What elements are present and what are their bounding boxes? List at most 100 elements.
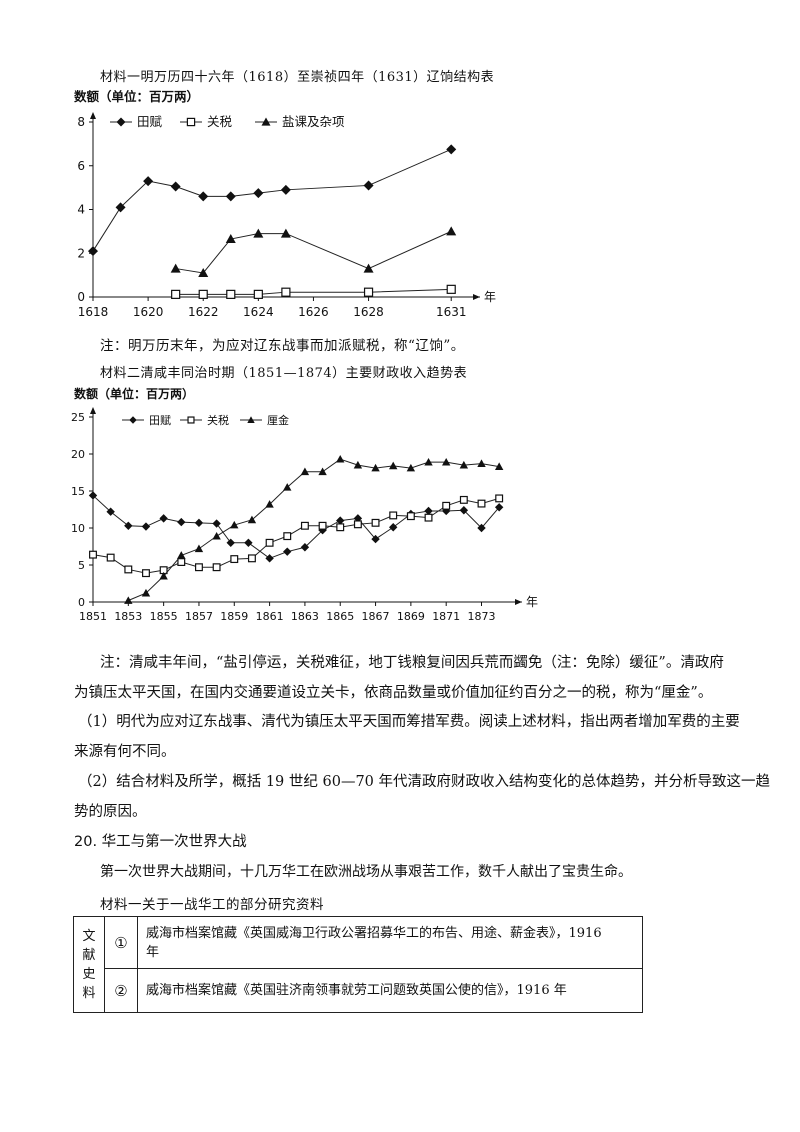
diamond-marker (363, 180, 374, 191)
triangle-marker (446, 226, 457, 236)
diamond-marker (129, 416, 137, 424)
x-tick-label: 1873 (468, 610, 496, 620)
triangle-marker (124, 596, 133, 604)
legend-label: 关税 (207, 413, 229, 427)
square-marker (353, 520, 362, 529)
square-marker (459, 495, 468, 504)
square-marker (186, 117, 196, 127)
source-text-line: 威海市档案馆藏《英国驻济南领事就劳工问题致英国公使的信》，1916 年 (146, 983, 567, 998)
triangle-marker (459, 460, 469, 469)
x-tick-label: 1620 (133, 305, 164, 319)
triangle-marker (363, 263, 374, 273)
category-char: 料 (82, 985, 96, 1001)
diamond-marker (88, 491, 98, 500)
diamond-marker (225, 191, 236, 202)
chart2-caption: 材料二清咸丰同治时期（1851—1874）主要财政收入趋势表 (100, 366, 468, 381)
x-tick-label: 1851 (79, 610, 107, 620)
diamond-marker (159, 514, 168, 523)
triangle-marker (247, 515, 257, 524)
triangle-marker (159, 571, 168, 580)
category-char: 文 (82, 928, 96, 944)
diamond-marker (265, 554, 274, 563)
square-marker (318, 521, 327, 530)
series-line (175, 230, 452, 274)
triangle-marker (170, 263, 181, 273)
legend-label: 田赋 (149, 414, 171, 427)
section-intro: 第一次世界大战期间，十几万华工在欧洲战场从事艰苦工作，数千人献出了宝贵生命。 (100, 864, 632, 880)
triangle-marker (389, 461, 398, 470)
triangle-marker (477, 459, 486, 467)
triangle-marker (441, 457, 451, 466)
chart1-note: 注：明万历末年，为应对辽东战事而加派赋税，称“辽饷”。 (100, 338, 465, 354)
square-marker (177, 558, 186, 566)
diamond-marker (141, 522, 151, 531)
chart1-caption: 材料一明万历四十六年（1618）至崇祯四年（1631）辽饷结构表 (100, 70, 495, 85)
y-tick-label: 0 (77, 290, 85, 304)
diamond-marker (115, 202, 126, 213)
square-marker (424, 513, 433, 522)
square-marker (363, 287, 374, 297)
note2-line2: 为镇压太平天国，在国内交通要道设立关卡，依商品数量或价值加征约百分之一的税，称为… (74, 685, 713, 701)
row-number: ① (104, 916, 138, 969)
x-tick-label: 1624 (243, 305, 274, 319)
y-tick-label: 25 (71, 411, 85, 424)
source-text-line: 年 (146, 944, 160, 960)
table-row: 文 献 史 料 ① 威海市档案馆藏《英国威海卫行政公署招募华工的布告、用途、薪金… (73, 916, 643, 1013)
triangle-marker (280, 228, 291, 238)
category-cell: 文 献 史 料 (73, 916, 105, 1013)
x-tick-label: 1867 (362, 610, 390, 620)
legend-label: 田赋 (137, 114, 163, 129)
chart2-x-unit: 年 (526, 595, 538, 609)
triangle-marker (198, 267, 209, 277)
square-marker (253, 289, 263, 299)
triangle-marker (406, 463, 416, 472)
y-tick-label: 4 (77, 203, 85, 217)
triangle-marker (283, 483, 292, 491)
legend-label: 厘金 (267, 413, 289, 427)
triangle-marker (212, 531, 221, 540)
triangle-marker (265, 500, 274, 508)
x-axis-arrow (515, 599, 522, 605)
diamond-marker (194, 518, 204, 528)
x-tick-label: 1861 (256, 610, 284, 620)
triangle-marker (177, 551, 186, 559)
x-axis-arrow (473, 294, 480, 300)
y-tick-label: 15 (71, 485, 85, 498)
square-marker (371, 518, 380, 527)
x-tick-label: 1631 (436, 305, 467, 319)
x-tick-label: 1869 (397, 610, 425, 620)
triangle-marker (230, 520, 239, 529)
square-marker (281, 287, 291, 297)
square-marker (265, 538, 274, 547)
square-marker (406, 512, 415, 521)
diamond-marker (283, 547, 292, 556)
square-marker (194, 563, 203, 572)
square-marker (336, 523, 345, 532)
chart2-plot: 数额（单位：百万两） 田赋 关税 厘金 0 5 10 15 20 25 1851 1853 1855… (71, 386, 538, 620)
source-text-cell: 威海市档案馆藏《英国驻济南领事就劳工问题致英国公使的信》，1916 年 (137, 968, 643, 1013)
triangle-marker (336, 454, 345, 463)
chart1-plot: 数额（单位：百万两） 田赋 关税 盐课及杂项 0 2 4 6 8 1618 1620 1622 16… (73, 89, 496, 319)
square-marker (142, 569, 150, 578)
series-line (128, 458, 500, 601)
y-axis-arrow (90, 407, 96, 414)
diamond-marker (116, 117, 126, 127)
square-marker (247, 554, 256, 563)
question1-line2: 来源有何不同。 (74, 744, 176, 760)
square-marker (230, 555, 239, 564)
diamond-marker (446, 144, 457, 155)
x-tick-label: 1855 (150, 610, 178, 620)
chart1-ylabel: 数额（单位：百万两） (73, 89, 199, 104)
square-marker (389, 511, 398, 520)
square-marker (106, 553, 115, 562)
diamond-marker (177, 517, 186, 527)
diamond-marker (244, 538, 253, 547)
triangle-marker (353, 460, 363, 469)
series-line (92, 148, 452, 252)
diamond-marker (253, 188, 264, 199)
diamond-marker (280, 184, 291, 195)
square-marker (446, 284, 456, 294)
y-tick-label: 5 (78, 559, 85, 572)
square-marker (212, 563, 221, 572)
diamond-marker (170, 181, 181, 192)
